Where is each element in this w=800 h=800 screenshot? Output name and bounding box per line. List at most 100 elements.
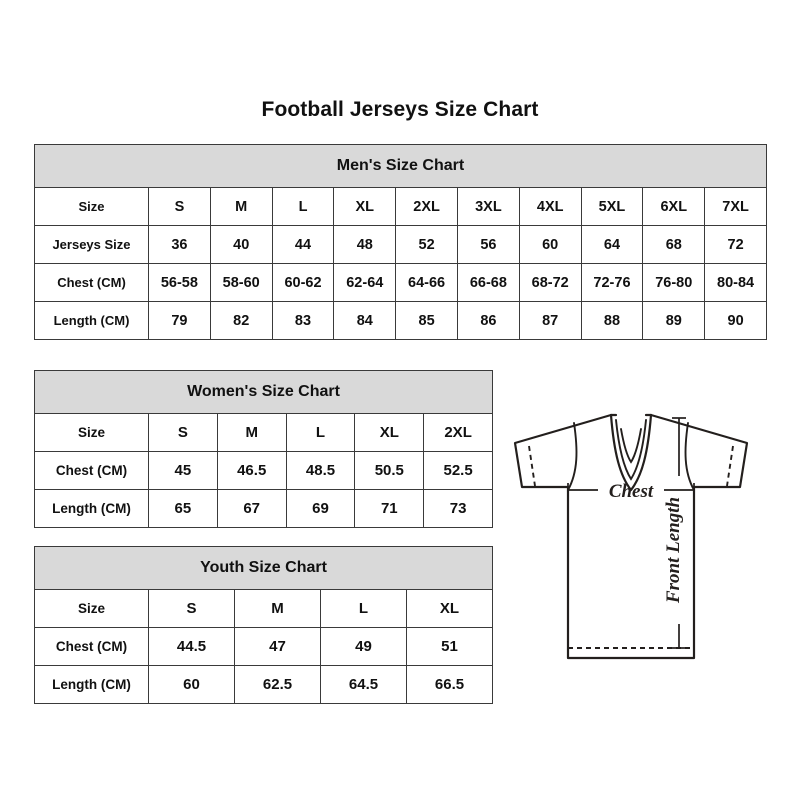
table-cell: 48.5 xyxy=(285,451,356,490)
table-cell: 50.5 xyxy=(354,451,425,490)
table-cell: 6XL xyxy=(642,187,706,226)
table-cell: S xyxy=(148,413,218,452)
table-cell: 66-68 xyxy=(456,263,520,302)
chest-measure-label: Chest xyxy=(609,481,654,502)
table-cell: 76-80 xyxy=(642,263,706,302)
table-row: Length (CM) 79 82 83 84 85 86 87 88 89 9… xyxy=(34,301,767,340)
mens-table-caption: Men's Size Chart xyxy=(34,144,767,188)
table-cell: 45 xyxy=(148,451,218,490)
row-header-size: Size xyxy=(34,187,149,226)
table-cell: 3XL xyxy=(456,187,520,226)
table-row: Size S M L XL xyxy=(34,589,494,628)
table-cell: 44 xyxy=(271,225,335,264)
table-cell: 72-76 xyxy=(580,263,644,302)
table-cell: M xyxy=(234,589,321,628)
table-cell: 64-66 xyxy=(395,263,458,302)
table-cell: 52.5 xyxy=(423,451,494,490)
table-cell: 90 xyxy=(704,301,767,340)
page-title: Football Jerseys Size Chart xyxy=(261,98,539,121)
table-row: Length (CM) 65 67 69 71 73 xyxy=(34,489,494,528)
table-cell: 71 xyxy=(354,489,425,528)
right-sleeve-outline xyxy=(649,413,749,493)
table-cell: 51 xyxy=(405,627,494,666)
table-row: Chest (CM) 56-58 58-60 60-62 62-64 64-66… xyxy=(34,263,767,302)
table-cell: 64.5 xyxy=(320,665,407,704)
table-cell: 60 xyxy=(148,665,235,704)
table-cell: XL xyxy=(354,413,425,452)
youth-size-chart-table: Youth Size Chart Size S M L XL Chest (CM… xyxy=(33,546,494,704)
table-cell: 47 xyxy=(234,627,321,666)
table-cell: XL xyxy=(333,187,397,226)
table-cell: M xyxy=(216,413,287,452)
front-length-measure-label: Front Length xyxy=(663,497,684,604)
table-cell: 40 xyxy=(209,225,273,264)
table-cell: 4XL xyxy=(518,187,582,226)
table-cell: 80-84 xyxy=(704,263,767,302)
row-header-jerseys-size: Jerseys Size xyxy=(34,225,149,264)
neckline-inner xyxy=(620,428,642,464)
womens-table-caption: Women's Size Chart xyxy=(33,370,494,414)
table-cell: 68-72 xyxy=(518,263,582,302)
table-cell: 82 xyxy=(209,301,273,340)
table-cell: 87 xyxy=(518,301,582,340)
shirt-body-outline xyxy=(566,489,696,660)
table-cell: 68 xyxy=(642,225,706,264)
table-row: Size S M L XL 2XL xyxy=(34,413,494,452)
neckline-outer xyxy=(609,413,653,492)
row-header-length: Length (CM) xyxy=(34,665,149,704)
table-cell: 67 xyxy=(216,489,287,528)
table-cell: 79 xyxy=(148,301,211,340)
right-armhole-seam xyxy=(684,422,695,491)
left-armhole-seam xyxy=(567,422,578,491)
table-cell: 73 xyxy=(423,489,494,528)
table-row: Chest (CM) 44.5 47 49 51 xyxy=(34,627,494,666)
row-header-length: Length (CM) xyxy=(34,301,149,340)
table-cell: 58-60 xyxy=(209,263,273,302)
table-cell: 49 xyxy=(320,627,407,666)
table-caption-row: Youth Size Chart xyxy=(33,546,494,590)
table-cell: 56-58 xyxy=(148,263,211,302)
table-caption-row: Men's Size Chart xyxy=(34,144,767,188)
table-cell: 62-64 xyxy=(333,263,397,302)
table-cell: 60 xyxy=(518,225,582,264)
table-row: Length (CM) 60 62.5 64.5 66.5 xyxy=(34,665,494,704)
row-header-chest: Chest (CM) xyxy=(34,451,149,490)
youth-table-caption: Youth Size Chart xyxy=(33,546,494,590)
table-cell: 7XL xyxy=(704,187,767,226)
table-cell: 44.5 xyxy=(148,627,235,666)
table-cell: 88 xyxy=(580,301,644,340)
table-cell: 52 xyxy=(395,225,458,264)
table-cell: 60-62 xyxy=(271,263,335,302)
table-cell: 85 xyxy=(395,301,458,340)
table-cell: L xyxy=(271,187,335,226)
table-row: Chest (CM) 45 46.5 48.5 50.5 52.5 xyxy=(34,451,494,490)
table-cell: 46.5 xyxy=(216,451,287,490)
table-cell: M xyxy=(209,187,273,226)
table-cell: 66.5 xyxy=(405,665,494,704)
table-cell: 83 xyxy=(271,301,335,340)
table-row: Size S M L XL 2XL 3XL 4XL 5XL 6XL 7XL xyxy=(34,187,767,226)
table-cell: XL xyxy=(405,589,494,628)
table-cell: 36 xyxy=(148,225,211,264)
table-caption-row: Women's Size Chart xyxy=(33,370,494,414)
table-cell: L xyxy=(320,589,407,628)
table-cell: 72 xyxy=(704,225,767,264)
right-cuff-hem xyxy=(726,445,734,487)
row-header-chest: Chest (CM) xyxy=(34,263,149,302)
left-cuff-hem xyxy=(528,445,536,487)
mens-size-chart-table: Men's Size Chart Size S M L XL 2XL 3XL 4… xyxy=(34,144,767,340)
row-header-size: Size xyxy=(34,589,149,628)
row-header-chest: Chest (CM) xyxy=(34,627,149,666)
table-cell: 2XL xyxy=(395,187,458,226)
row-header-length: Length (CM) xyxy=(34,489,149,528)
table-cell: 5XL xyxy=(580,187,644,226)
row-header-size: Size xyxy=(34,413,149,452)
table-cell: S xyxy=(148,187,211,226)
table-cell: 62.5 xyxy=(234,665,321,704)
table-cell: S xyxy=(148,589,235,628)
table-cell: 48 xyxy=(333,225,397,264)
table-cell: 89 xyxy=(642,301,706,340)
table-cell: 86 xyxy=(456,301,520,340)
table-cell: 65 xyxy=(148,489,218,528)
table-cell: 56 xyxy=(456,225,520,264)
